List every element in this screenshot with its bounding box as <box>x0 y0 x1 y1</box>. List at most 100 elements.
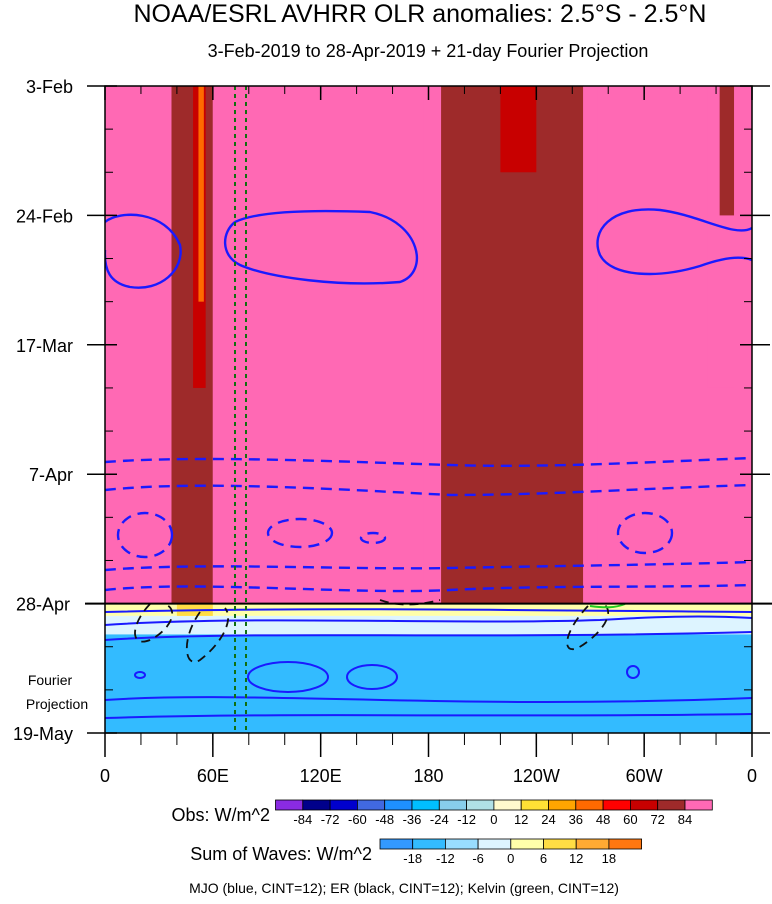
chart-title: NOAA/ESRL AVHRR OLR anomalies: 2.5°S - 2… <box>134 0 707 28</box>
obs-legend-swatch <box>684 799 713 811</box>
plot-area <box>105 86 752 733</box>
y-tick-label: 28-Apr <box>16 595 70 615</box>
mjo-projection-contour <box>105 696 752 703</box>
obs-legend-swatch <box>657 799 686 811</box>
obs-colorbar: -84 -72 -60 -48 -36 -24 -12 0 12 24 36 48 60 72 84 <box>275 799 713 827</box>
obs-legend-label: 0 <box>490 812 497 827</box>
obs-legend-swatch <box>493 799 522 811</box>
obs-legend-swatch <box>411 799 440 811</box>
waves-legend-label: 18 <box>602 851 616 866</box>
mjo-negative-contour <box>616 511 674 555</box>
y-tick-label: 7-Apr <box>29 465 73 485</box>
obs-legend-label: -84 <box>293 812 312 827</box>
obs-band <box>719 86 735 216</box>
y-tick-label: 19-May <box>13 724 73 744</box>
mjo-projection-contour <box>105 608 752 613</box>
waves-legend-label: 6 <box>540 851 547 866</box>
waves-legend-swatch <box>477 838 512 850</box>
mjo-negative-contour <box>105 560 752 572</box>
mjo-positive-contour <box>105 213 182 289</box>
kelvin-contour <box>589 603 626 609</box>
obs-legend-swatch <box>302 799 331 811</box>
y-tick-label: 24-Feb <box>16 206 73 226</box>
y-tick-label: 3-Feb <box>26 77 73 97</box>
obs-band <box>198 86 204 302</box>
obs-legend-label: 24 <box>541 812 555 827</box>
obs-legend-swatch <box>466 799 495 811</box>
obs-band <box>423 86 442 604</box>
mjo-projection-contour <box>105 631 752 641</box>
obs-legend-label: -36 <box>403 812 422 827</box>
obs-legend-swatch <box>356 799 386 811</box>
x-axis: 0 60E 120E 180 120W 60W 0 <box>100 86 757 786</box>
obs-legend-label: 84 <box>678 812 692 827</box>
obs-legend-label: 36 <box>569 812 583 827</box>
projection-axis-label: Fourier Projection <box>26 672 88 712</box>
obs-band <box>583 86 598 604</box>
mjo-negative-contour <box>105 456 752 468</box>
obs-legend-title: Obs: W/m^2 <box>172 805 270 825</box>
obs-legend-swatch <box>548 799 577 811</box>
x-tick-label: 0 <box>747 766 757 786</box>
obs-band <box>171 86 213 604</box>
obs-shading <box>171 86 735 604</box>
waves-legend-swatch <box>444 838 479 850</box>
waves-legend-swatch <box>575 838 610 850</box>
mjo-projection-contour <box>134 671 146 679</box>
mjo-projection-contour <box>626 665 640 679</box>
obs-legend-swatch <box>575 799 604 811</box>
mjo-projection-contour <box>105 615 752 626</box>
waves-legend-swatch <box>412 838 446 850</box>
mjo-projection-contour <box>247 661 329 693</box>
mjo-positive-contour <box>596 208 752 276</box>
chart-subtitle: 3-Feb-2019 to 28-Apr-2019 + 21-day Fouri… <box>208 41 649 61</box>
kelvin-contours <box>234 86 626 733</box>
mjo-projection-contour <box>105 713 752 719</box>
waves-legend-label: -6 <box>472 851 484 866</box>
obs-legend-swatch <box>630 799 659 811</box>
waves-legend-swatch <box>543 838 577 850</box>
mjo-negative-contour <box>359 531 387 545</box>
obs-legend-label: 60 <box>623 812 637 827</box>
mjo-negative-contour <box>105 583 752 593</box>
obs-legend-label: -60 <box>348 812 367 827</box>
projection-label-line2: Projection <box>26 696 88 712</box>
mjo-positive-contour <box>223 209 418 285</box>
obs-legend-label: -48 <box>375 812 394 827</box>
y-tick-label: 17-Mar <box>16 336 73 356</box>
obs-legend-label: -24 <box>430 812 449 827</box>
obs-legend-swatch <box>602 799 631 811</box>
waves-colorbar: -18 -12 -6 0 6 12 18 <box>379 838 643 866</box>
obs-legend-swatch <box>275 799 304 811</box>
obs-legend-swatch <box>384 799 413 811</box>
mjo-negative-contour <box>116 511 174 559</box>
obs-legend-swatch <box>329 799 358 811</box>
waves-legend-swatch <box>379 838 414 850</box>
x-tick-label: 120E <box>300 766 342 786</box>
x-tick-label: 0 <box>100 766 110 786</box>
waves-legend-label: 0 <box>507 851 514 866</box>
waves-legend-swatch <box>608 838 643 850</box>
x-tick-label: 60W <box>626 766 663 786</box>
y-axis: 3-Feb 24-Feb 17-Mar 7-Apr 28-Apr 19-May <box>13 77 770 744</box>
x-tick-label: 180 <box>413 766 443 786</box>
obs-legend-label: -12 <box>457 812 476 827</box>
x-tick-label: 120W <box>513 766 560 786</box>
obs-legend-label: 48 <box>596 812 610 827</box>
mjo-contours <box>105 208 752 719</box>
obs-legend-label: 72 <box>650 812 664 827</box>
obs-band <box>500 86 537 173</box>
obs-legend-label: -72 <box>321 812 340 827</box>
projection-shading <box>105 603 752 733</box>
obs-legend-label: 12 <box>514 812 528 827</box>
x-tick-label: 60E <box>197 766 229 786</box>
projection-band <box>105 634 752 733</box>
er-contour <box>134 603 174 643</box>
waves-legend-swatch <box>510 838 544 850</box>
obs-legend-swatch <box>520 799 549 811</box>
footer-note: MJO (blue, CINT=12); ER (black, CINT=12)… <box>189 880 619 896</box>
waves-legend-title: Sum of Waves: W/m^2 <box>190 844 372 864</box>
mjo-projection-contour <box>346 664 398 690</box>
obs-legend-swatch <box>438 799 467 811</box>
